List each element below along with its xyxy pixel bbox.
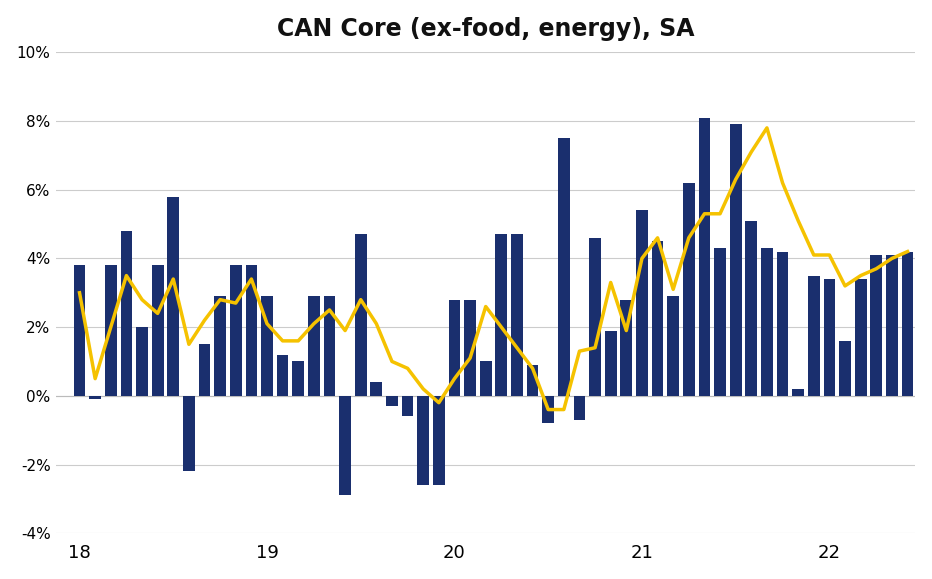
Bar: [402, 396, 414, 416]
Bar: [808, 276, 819, 396]
Bar: [245, 265, 257, 396]
Bar: [418, 396, 429, 485]
Bar: [152, 265, 163, 396]
Bar: [199, 345, 211, 396]
Bar: [496, 234, 507, 396]
Bar: [558, 138, 569, 396]
Bar: [824, 279, 835, 396]
Bar: [214, 296, 226, 396]
Bar: [683, 183, 694, 396]
Bar: [855, 279, 867, 396]
Bar: [573, 396, 585, 420]
Bar: [120, 231, 132, 396]
Bar: [355, 234, 366, 396]
Bar: [589, 238, 601, 396]
Bar: [293, 361, 304, 396]
Title: CAN Core (ex-food, energy), SA: CAN Core (ex-food, energy), SA: [277, 17, 694, 41]
Bar: [339, 396, 351, 496]
Bar: [511, 234, 523, 396]
Bar: [714, 248, 726, 396]
Bar: [480, 361, 491, 396]
Bar: [308, 296, 320, 396]
Bar: [323, 296, 336, 396]
Bar: [839, 341, 851, 396]
Bar: [230, 265, 241, 396]
Bar: [168, 197, 179, 396]
Bar: [89, 396, 101, 400]
Bar: [464, 300, 476, 396]
Bar: [448, 300, 460, 396]
Bar: [636, 210, 648, 396]
Bar: [761, 248, 773, 396]
Bar: [699, 118, 710, 396]
Bar: [371, 382, 382, 396]
Bar: [74, 265, 86, 396]
Bar: [651, 241, 664, 396]
Bar: [433, 396, 445, 485]
Bar: [667, 296, 679, 396]
Bar: [746, 221, 757, 396]
Bar: [621, 300, 632, 396]
Bar: [386, 396, 398, 406]
Bar: [792, 389, 804, 396]
Bar: [776, 251, 788, 396]
Bar: [901, 251, 913, 396]
Bar: [136, 327, 148, 396]
Bar: [730, 124, 742, 396]
Bar: [183, 396, 195, 471]
Bar: [261, 296, 273, 396]
Bar: [870, 255, 882, 396]
Bar: [605, 331, 617, 396]
Bar: [105, 265, 116, 396]
Bar: [542, 396, 554, 423]
Bar: [277, 354, 289, 396]
Bar: [527, 365, 539, 396]
Bar: [886, 255, 898, 396]
